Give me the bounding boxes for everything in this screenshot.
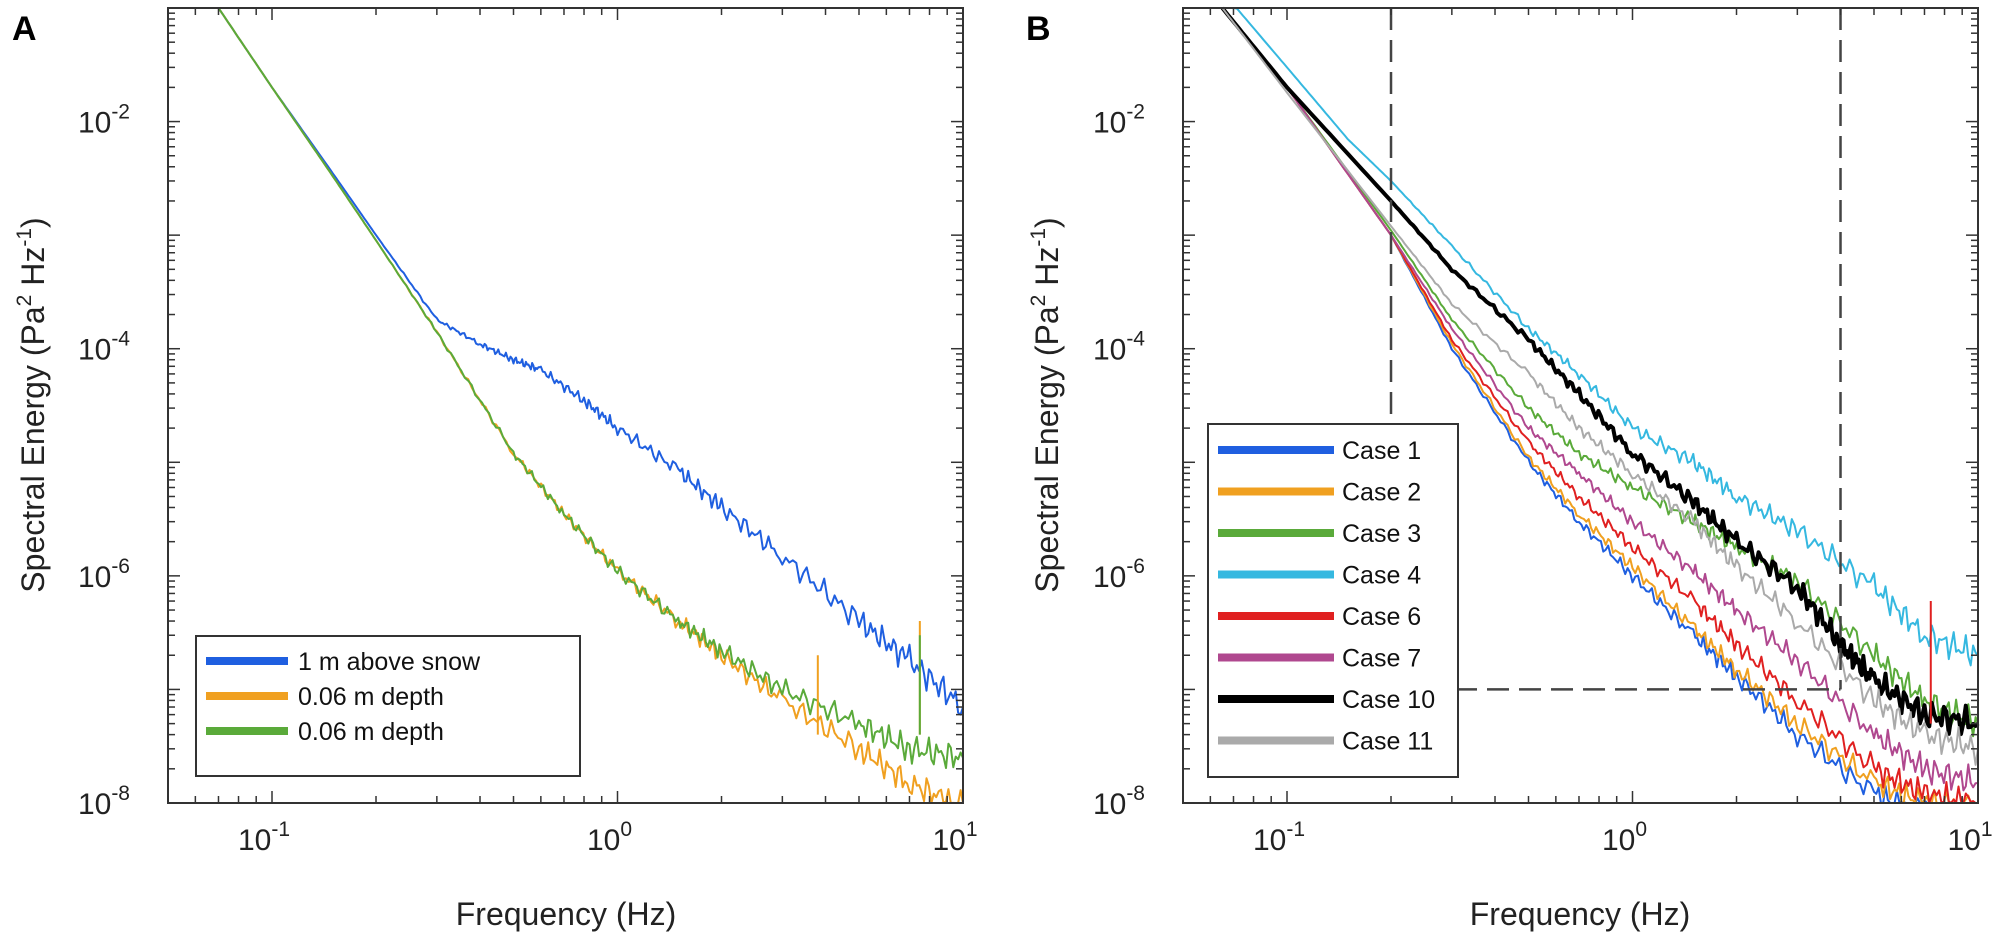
x-axis-label-a: Frequency (Hz) [456,896,677,932]
legend-label-1: Case 1 [1342,437,1421,465]
series-line-8 [1221,7,1979,766]
x-tick-label: 10-1 [238,818,290,857]
panel-a: A 10-1 100 101 10-8 10-6 10-4 10-2 Frequency … [12,7,978,932]
series-line-4 [1222,7,1979,667]
x-tick-label: 100 [587,818,632,857]
legend-label-5: Case 6 [1342,603,1421,631]
x-axis-label-b: Frequency (Hz) [1470,896,1691,932]
x-tick-label: 101 [932,818,977,857]
y-tick-label: 10-6 [78,555,130,594]
legend-a: 1 m above snow 0.06 m depth 0.06 m depth [195,635,581,777]
legend-label-8: Case 11 [1342,728,1433,756]
series-line-3 [217,7,964,769]
y-tick-label: 10-8 [1093,782,1145,821]
legend-label-7: Case 10 [1342,686,1435,714]
series-line-1 [217,7,964,716]
legend-label-3: Case 3 [1342,520,1421,548]
y-axis-label-b: Spectral Energy (Pa2 Hz-1) [1027,217,1065,592]
legend-label-4: Case 4 [1342,562,1421,590]
plot-frame-b [1182,7,1979,804]
panel-label-b: B [1026,10,1051,48]
x-tick-label: 101 [1947,818,1992,857]
y-axis-label-a: Spectral Energy (Pa2 Hz-1) [13,217,51,592]
legend-label-2: Case 2 [1342,479,1421,507]
panel-b: B 10-1 100 101 10-8 10-6 10-4 10-2 Frequency … [1026,6,1993,932]
series-line-3 [1221,7,1979,738]
series-line-7 [1220,6,1980,737]
legend-label-2: 0.06 m depth [298,683,444,711]
legend-label-6: Case 7 [1342,645,1421,673]
x-tick-label: 100 [1602,818,1647,857]
y-tick-label: 10-8 [78,782,130,821]
y-tick-label: 10-6 [1093,555,1145,594]
panel-label-a: A [12,10,37,48]
legend-box-b [1207,423,1459,778]
x-tick-label: 10-1 [1253,818,1305,857]
legend-b: Case 1 Case 2 Case 3 Case 4 Case 6 Case 7 Case… [1207,423,1459,778]
y-tick-label: 10-2 [78,101,130,140]
y-tick-label: 10-4 [1093,328,1145,367]
y-tick-label: 10-4 [78,328,130,367]
legend-label-3: 0.06 m depth [298,718,444,746]
legend-label-1: 1 m above snow [298,648,481,676]
y-tick-label: 10-2 [1093,101,1145,140]
plot-frame-a [167,7,964,804]
